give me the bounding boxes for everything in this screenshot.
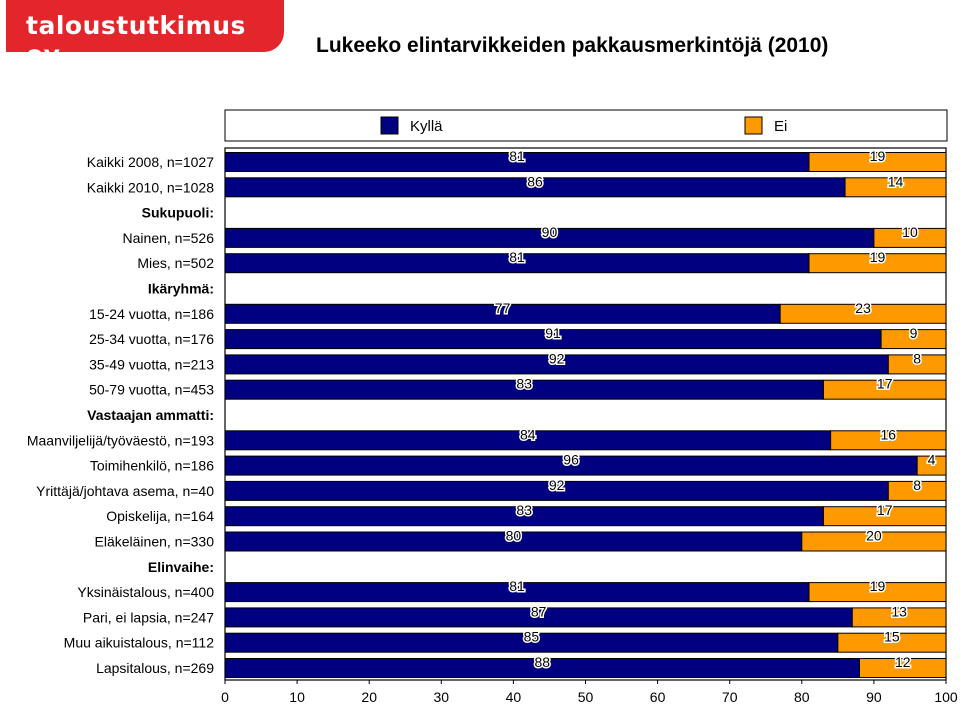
data-label-yes: 83: [516, 376, 532, 392]
data-label-no: 8: [913, 350, 921, 366]
bar-segment-no: [916, 455, 947, 476]
legend-label-yes: Kyllä: [410, 118, 443, 135]
bar-segment-no: [808, 582, 947, 603]
category-label: 35-49 vuotta, n=213: [89, 356, 214, 372]
bar-segment-no: [858, 658, 947, 678]
bar-segment-no: [779, 303, 947, 324]
data-label-no: 19: [870, 148, 886, 164]
category-label: Yrittäjä/johtava asema, n=40: [36, 483, 214, 499]
category-label: Toimihenkilö, n=186: [90, 458, 214, 474]
category-label: Pari, ei lapsia, n=247: [83, 609, 214, 625]
data-label-yes: 86: [527, 173, 543, 189]
data-label-no: 15: [884, 629, 900, 645]
data-label-yes: 83: [516, 502, 532, 518]
bar-segment-no: [880, 329, 947, 350]
group-header-label: Elinvaihe:: [148, 559, 214, 575]
bar-segment-no: [844, 177, 947, 198]
data-label-no: 14: [888, 173, 904, 189]
data-label-no: 19: [870, 249, 886, 265]
x-tick-label: 100: [934, 689, 958, 705]
category-label: Muu aikuistalous, n=112: [64, 635, 215, 651]
data-label-yes: 77: [495, 300, 511, 316]
data-label-yes: 87: [531, 603, 547, 619]
bar-segment-no: [851, 607, 947, 628]
category-label: Opiskelija, n=164: [106, 508, 214, 524]
bar-segment-no: [873, 227, 947, 248]
data-label-yes: 80: [506, 528, 522, 544]
category-label: Nainen, n=526: [123, 230, 215, 246]
x-tick-label: 70: [722, 689, 738, 705]
x-tick-label: 0: [221, 689, 229, 705]
x-tick-label: 30: [434, 689, 450, 705]
category-label: Kaikki 2010, n=1028: [87, 179, 214, 195]
data-label-yes: 84: [520, 426, 536, 442]
x-tick-label: 80: [794, 689, 810, 705]
bar-segment-no: [822, 379, 947, 400]
bar-segment-no: [808, 253, 947, 274]
x-tick-label: 60: [650, 689, 666, 705]
x-tick-label: 90: [866, 689, 882, 705]
category-label: 50-79 vuotta, n=453: [89, 382, 214, 398]
category-label: Mies, n=502: [137, 255, 214, 271]
data-label-no: 9: [910, 325, 918, 341]
category-label: 25-34 vuotta, n=176: [89, 331, 214, 347]
x-tick-label: 20: [361, 689, 377, 705]
data-label-no: 8: [913, 477, 921, 493]
category-label: Yksinäistalous, n=400: [77, 584, 214, 600]
group-header-label: Sukupuoli:: [142, 205, 214, 221]
data-label-yes: 92: [549, 477, 565, 493]
data-label-yes: 90: [542, 224, 558, 240]
data-label-no: 13: [891, 603, 907, 619]
data-label-no: 17: [877, 502, 893, 518]
category-label: Kaikki 2008, n=1027: [87, 154, 214, 170]
category-label: Lapsitalous, n=269: [96, 660, 214, 676]
data-label-no: 12: [895, 654, 911, 670]
data-label-yes: 81: [509, 148, 525, 164]
x-tick-label: 10: [289, 689, 305, 705]
bar-segment-no: [887, 480, 947, 501]
category-label: 15-24 vuotta, n=186: [89, 306, 214, 322]
data-label-no: 19: [870, 578, 886, 594]
data-label-yes: 85: [524, 629, 540, 645]
x-tick-label: 50: [578, 689, 594, 705]
bar-segment-no: [887, 354, 947, 375]
bar-segment-no: [808, 152, 947, 172]
bar-segment-no: [822, 506, 947, 527]
company-logo: taloustutkimus oy: [6, 0, 284, 69]
data-label-no: 16: [881, 426, 897, 442]
bar-segment-no: [837, 632, 947, 653]
data-label-yes: 81: [509, 249, 525, 265]
bar-segment-no: [830, 430, 947, 451]
legend-swatch-no: [744, 116, 763, 135]
data-label-no: 10: [902, 224, 918, 240]
x-tick-label: 40: [506, 689, 522, 705]
group-header-label: Ikäryhmä:: [148, 281, 214, 297]
legend-box: [224, 109, 948, 142]
category-label: Maanviljelijä/työväestö, n=193: [27, 432, 214, 448]
data-label-yes: 81: [509, 578, 525, 594]
bar-segment-no: [801, 531, 947, 552]
data-label-yes: 92: [549, 350, 565, 366]
data-label-no: 17: [877, 376, 893, 392]
data-label-no: 20: [866, 528, 882, 544]
data-label-yes: 91: [545, 325, 561, 341]
data-label-yes: 96: [563, 452, 579, 468]
data-label-yes: 88: [534, 654, 550, 670]
logo-text: taloustutkimus oy: [26, 11, 246, 69]
data-label-no: 4: [928, 452, 936, 468]
group-header-label: Vastaajan ammatti:: [87, 407, 214, 423]
chart-title: Lukeeko elintarvikkeiden pakkausmerkintö…: [316, 34, 829, 57]
legend-swatch-yes: [380, 116, 399, 135]
category-label: Eläkeläinen, n=330: [95, 534, 215, 550]
legend-label-no: Ei: [774, 118, 787, 135]
data-label-no: 23: [855, 300, 871, 316]
